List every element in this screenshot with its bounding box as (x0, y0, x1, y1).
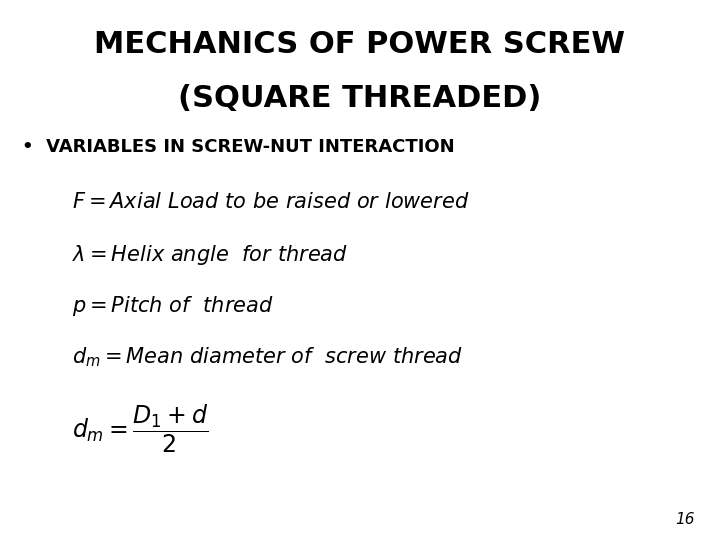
Text: $\lambda = Helix\ angle\ \ for\ thread$: $\lambda = Helix\ angle\ \ for\ thread$ (72, 243, 348, 267)
Text: $p = Pitch\ of\ \ thread$: $p = Pitch\ of\ \ thread$ (72, 294, 274, 318)
Text: $d_m = Mean\ diameter\ of\ \ screw\ thread$: $d_m = Mean\ diameter\ of\ \ screw\ thre… (72, 346, 463, 369)
Text: (SQUARE THREADED): (SQUARE THREADED) (179, 84, 541, 113)
Text: •  VARIABLES IN SCREW-NUT INTERACTION: • VARIABLES IN SCREW-NUT INTERACTION (22, 138, 454, 156)
Text: MECHANICS OF POWER SCREW: MECHANICS OF POWER SCREW (94, 30, 626, 59)
Text: $d_m = \dfrac{D_1 + d}{2}$: $d_m = \dfrac{D_1 + d}{2}$ (72, 402, 208, 455)
Text: $F = Axial\ Load\ to\ be\ raised\ or\ lowered$: $F = Axial\ Load\ to\ be\ raised\ or\ lo… (72, 192, 469, 212)
Text: 16: 16 (675, 511, 695, 526)
